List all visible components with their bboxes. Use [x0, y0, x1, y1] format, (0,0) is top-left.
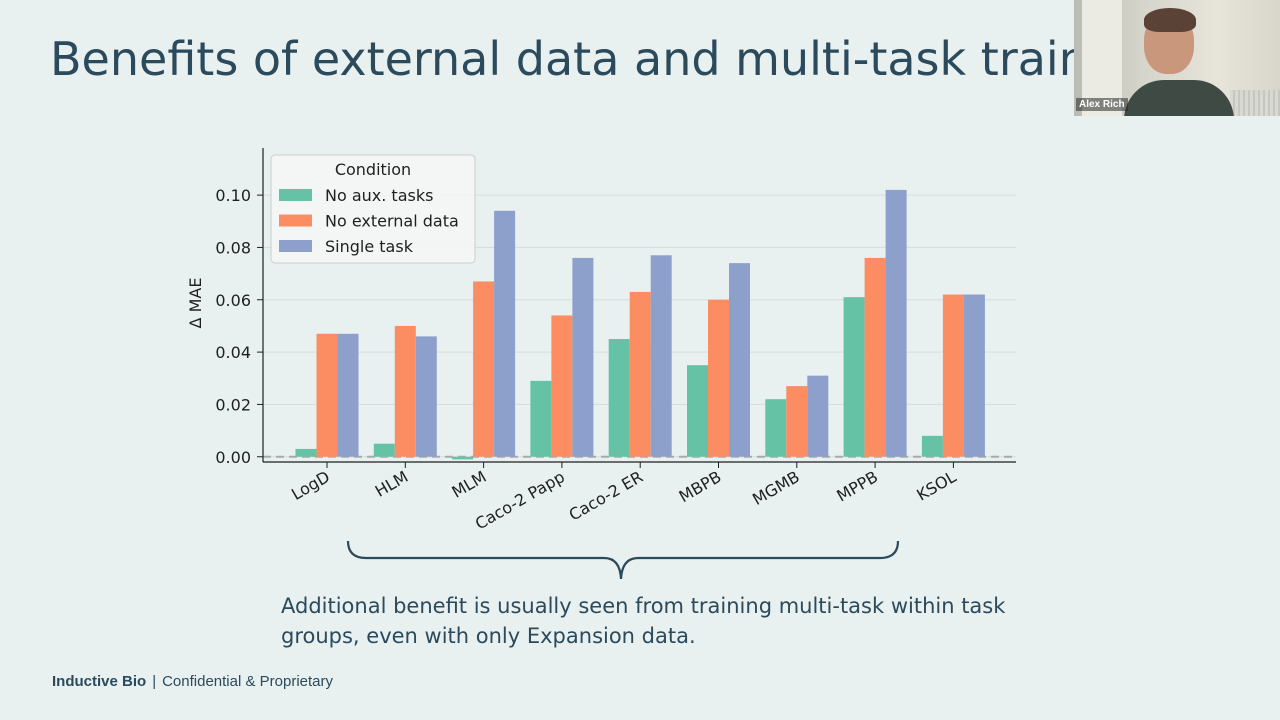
- x-tick-label: KSOL: [913, 467, 959, 505]
- legend: Condition No aux. tasks No external data S…: [270, 154, 476, 264]
- bar: [885, 189, 907, 457]
- y-tick-label: 0.06: [215, 291, 251, 310]
- x-tick-label: HLM: [372, 467, 412, 501]
- bar: [473, 281, 495, 457]
- bar: [687, 365, 708, 457]
- bar: [530, 380, 552, 457]
- footer-brand: Inductive Bio: [52, 673, 147, 690]
- bar: [415, 336, 437, 457]
- legend-box: [270, 154, 476, 264]
- y-ticks: 0.00 0.02 0.04 0.06 0.08 0.10: [215, 186, 263, 467]
- webcam-person-body: [1124, 80, 1234, 116]
- legend-swatch: [279, 214, 312, 227]
- bar: [963, 294, 985, 457]
- bar: [807, 375, 829, 457]
- bar: [629, 291, 651, 457]
- x-tick-label: MLM: [448, 467, 489, 502]
- axes: [262, 148, 1016, 463]
- y-tick-label: 0.10: [215, 186, 251, 205]
- bar: [551, 315, 573, 457]
- webcam-window: [1082, 0, 1122, 116]
- bar: [295, 448, 317, 457]
- bar: [394, 325, 416, 457]
- slide-title: Benefits of external data and multi-task…: [50, 32, 1101, 86]
- x-tick-label: Caco-2 ER: [566, 467, 647, 525]
- y-tick-label: 0.02: [215, 395, 251, 414]
- footer-separator: |: [152, 673, 157, 690]
- bar: [921, 435, 943, 457]
- legend-title: Condition: [335, 160, 411, 179]
- legend-swatch: [279, 240, 312, 252]
- bar: [452, 456, 474, 460]
- legend-label: Single task: [325, 237, 414, 256]
- caption: Additional benefit is usually seen from …: [281, 594, 1006, 648]
- x-tick-label: Caco-2 Papp: [472, 467, 568, 533]
- bar: [786, 386, 808, 457]
- bar: [337, 333, 359, 457]
- bar: [494, 210, 516, 457]
- x-tick-label: MGMB: [749, 467, 803, 509]
- legend-entries: No aux. tasks No external data Single task: [279, 186, 459, 256]
- bar: [864, 257, 886, 457]
- y-tick-label: 0.08: [215, 238, 251, 257]
- legend-label: No external data: [325, 212, 459, 231]
- x-tick-label: MBPB: [676, 467, 725, 506]
- bar: [650, 255, 672, 457]
- bar: [373, 443, 395, 457]
- y-axis-label: Δ MAE: [186, 278, 205, 329]
- webcam-video: Alex Rich: [1074, 0, 1280, 116]
- bar: [942, 294, 964, 457]
- brace: [346, 540, 900, 580]
- bar: [765, 399, 787, 457]
- bar: [843, 297, 865, 457]
- bars: [295, 189, 985, 460]
- bar: [316, 333, 338, 457]
- legend-swatch: [279, 189, 312, 201]
- webcam-person-hair: [1144, 8, 1196, 32]
- legend-label: No aux. tasks: [325, 186, 433, 205]
- y-tick-label: 0.04: [215, 343, 251, 362]
- bar: [608, 339, 630, 457]
- footer-text: Confidential & Proprietary: [162, 673, 334, 690]
- x-tick-label: MPPB: [833, 467, 881, 505]
- y-tick-label: 0.00: [215, 448, 251, 467]
- bar: [708, 299, 729, 457]
- webcam-name-tag: Alex Rich: [1076, 98, 1128, 111]
- webcam-radiator: [1230, 90, 1280, 116]
- footer: Inductive Bio | Confidential & Proprietary: [52, 673, 333, 690]
- x-tick-label: LogD: [288, 467, 333, 504]
- bar: [572, 257, 594, 457]
- bar: [729, 263, 750, 457]
